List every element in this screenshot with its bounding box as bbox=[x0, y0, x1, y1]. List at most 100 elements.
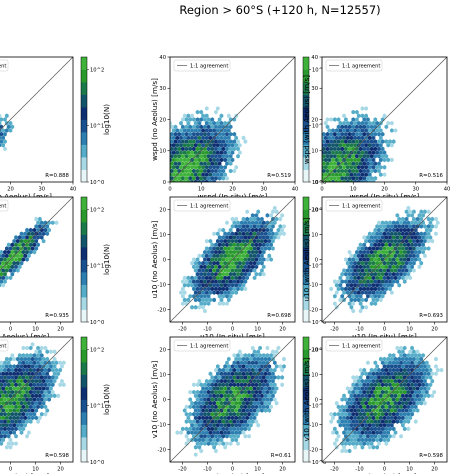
density-cell bbox=[50, 375, 55, 380]
colorbar-segment bbox=[303, 218, 309, 223]
density-cell bbox=[14, 426, 18, 432]
density-cell bbox=[173, 131, 178, 137]
density-cell bbox=[402, 360, 407, 366]
y-tick-label: -10 bbox=[310, 282, 318, 288]
density-cell bbox=[356, 150, 361, 155]
y-tick-label: 30 bbox=[159, 86, 166, 92]
density-cell bbox=[364, 246, 368, 251]
density-cell bbox=[19, 231, 24, 237]
density-cell bbox=[397, 386, 402, 391]
density-cell bbox=[16, 408, 20, 413]
density-cell bbox=[265, 375, 270, 380]
density-cell bbox=[323, 179, 328, 182]
density-cell bbox=[377, 220, 381, 226]
density-cell bbox=[367, 282, 372, 288]
density-cell bbox=[252, 253, 257, 259]
density-cell bbox=[406, 257, 411, 262]
density-cell bbox=[245, 224, 250, 229]
density-cell bbox=[179, 150, 183, 155]
density-cell bbox=[228, 433, 233, 439]
density-cell bbox=[212, 445, 216, 450]
density-cell bbox=[228, 419, 233, 424]
density-cell bbox=[390, 364, 394, 369]
density-cell bbox=[356, 172, 361, 177]
density-cell bbox=[223, 371, 227, 377]
density-cell bbox=[215, 128, 220, 133]
density-cell bbox=[271, 371, 275, 377]
density-cell bbox=[236, 397, 240, 402]
density-cell bbox=[54, 220, 59, 226]
colorbar-segment bbox=[303, 365, 309, 369]
density-cell bbox=[388, 353, 392, 358]
colorbar-segment bbox=[81, 125, 87, 130]
density-cell bbox=[199, 404, 204, 410]
density-cell bbox=[256, 393, 261, 399]
colorbar-segment bbox=[81, 228, 87, 232]
density-cell bbox=[360, 408, 365, 413]
density-cell bbox=[228, 139, 233, 144]
density-cell bbox=[408, 209, 413, 214]
density-cell bbox=[239, 404, 244, 410]
density-cell bbox=[404, 400, 409, 406]
colorbar-segment bbox=[303, 262, 309, 267]
density-cell bbox=[182, 128, 187, 133]
density-cell bbox=[182, 113, 187, 119]
colorbar-segment bbox=[81, 402, 87, 407]
density-cell bbox=[355, 419, 359, 424]
density-cell bbox=[360, 165, 365, 170]
density-cell bbox=[243, 235, 248, 240]
density-cell bbox=[3, 249, 7, 255]
density-cell bbox=[362, 404, 367, 410]
colorbar-segment bbox=[81, 303, 87, 307]
colorbar-segment bbox=[81, 355, 87, 360]
density-cell bbox=[8, 120, 13, 126]
density-cell bbox=[21, 257, 26, 262]
density-cell bbox=[342, 128, 346, 133]
density-cell bbox=[6, 389, 11, 395]
density-cell bbox=[340, 131, 345, 137]
density-cell bbox=[214, 286, 218, 292]
density-cell bbox=[401, 231, 405, 237]
density-cell bbox=[371, 415, 376, 421]
density-cell bbox=[391, 279, 396, 284]
y-tick-label: -20 bbox=[310, 447, 318, 453]
density-cell bbox=[243, 433, 248, 439]
density-cell bbox=[225, 153, 229, 159]
density-cell bbox=[223, 282, 227, 288]
density-cell bbox=[373, 433, 378, 439]
density-cell bbox=[25, 360, 29, 366]
density-cell bbox=[393, 371, 398, 377]
density-cell bbox=[349, 179, 354, 182]
colorbar-segment bbox=[81, 306, 87, 310]
density-cell bbox=[25, 249, 29, 255]
density-cell bbox=[203, 257, 207, 262]
density-cell bbox=[223, 165, 227, 170]
density-cell bbox=[54, 360, 59, 366]
density-cell bbox=[399, 249, 403, 255]
density-cell bbox=[212, 290, 216, 295]
density-cell bbox=[10, 426, 15, 432]
density-cell bbox=[401, 364, 405, 369]
density-cell bbox=[0, 401, 2, 406]
density-cell bbox=[223, 364, 227, 369]
density-cell bbox=[188, 131, 193, 137]
density-cell bbox=[367, 172, 372, 177]
density-cell bbox=[338, 422, 343, 428]
density-cell bbox=[12, 238, 17, 244]
density-cell bbox=[377, 153, 381, 159]
density-cell bbox=[423, 231, 427, 237]
density-cell bbox=[225, 146, 229, 152]
density-cell bbox=[219, 253, 224, 259]
density-cell bbox=[193, 415, 198, 421]
density-cell bbox=[360, 393, 365, 399]
density-cell bbox=[336, 404, 341, 410]
density-cell bbox=[413, 397, 418, 402]
density-cell bbox=[17, 411, 22, 417]
density-cell bbox=[181, 139, 185, 144]
density-cell bbox=[401, 260, 405, 266]
density-cell bbox=[0, 397, 4, 402]
density-cell bbox=[47, 375, 51, 380]
density-cell bbox=[375, 371, 379, 377]
density-cell bbox=[384, 382, 389, 388]
density-cell bbox=[327, 165, 332, 170]
